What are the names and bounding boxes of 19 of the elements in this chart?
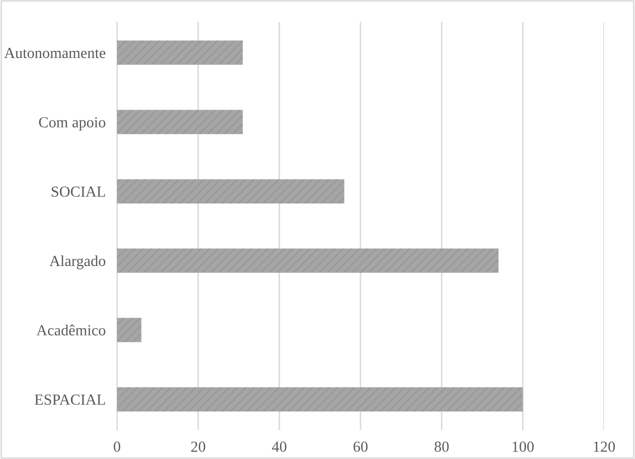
bar bbox=[117, 387, 523, 412]
y-tick-label: Com apoio bbox=[39, 117, 106, 131]
x-tick-label: 120 bbox=[594, 442, 615, 452]
bar bbox=[117, 110, 243, 134]
x-tick-label: 100 bbox=[512, 442, 534, 452]
y-tick-label: Alargado bbox=[49, 255, 106, 270]
y-tick-label: Autonomamente bbox=[4, 48, 106, 58]
y-tick-label: ESPACIAL bbox=[34, 394, 105, 405]
x-tick-label: 20 bbox=[191, 442, 206, 452]
bar bbox=[117, 248, 498, 273]
bar bbox=[117, 179, 344, 204]
x-tick-label: 0 bbox=[114, 442, 120, 452]
bar bbox=[117, 318, 142, 342]
x-tick-label: 80 bbox=[434, 442, 449, 452]
x-tick-label: 40 bbox=[272, 442, 286, 452]
x-tick-label: 60 bbox=[354, 442, 368, 452]
y-tick-label: SOCIAL bbox=[52, 186, 105, 197]
bar bbox=[117, 40, 243, 65]
y-tick-label: Acadêmico bbox=[36, 324, 106, 336]
